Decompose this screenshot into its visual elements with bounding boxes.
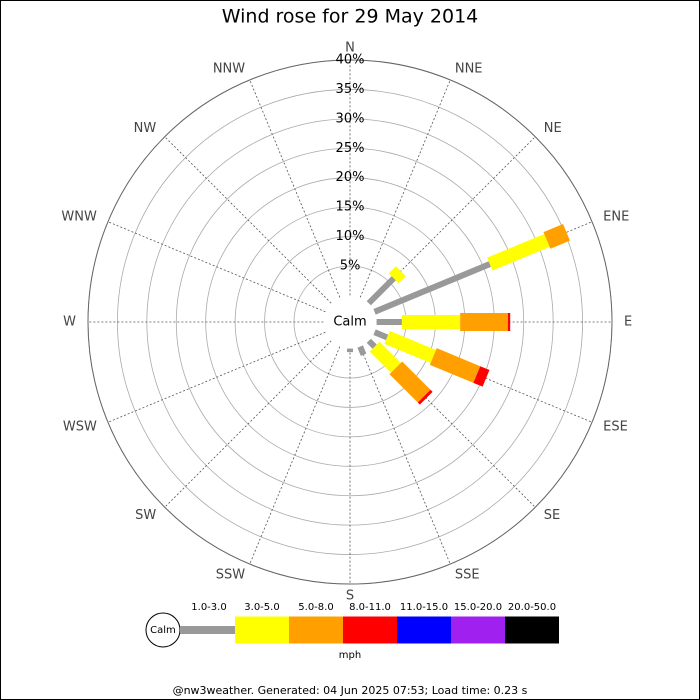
bar-segment <box>487 233 550 271</box>
spoke <box>164 136 332 304</box>
legend-label: 11.0-15.0 <box>400 602 448 613</box>
bar-segment <box>543 224 570 249</box>
bar-segment <box>384 330 436 363</box>
legend-title: mph <box>339 650 361 661</box>
r-tick-label: 25% <box>336 141 365 156</box>
legend-swatch <box>451 616 505 644</box>
legend-swatch <box>505 616 559 644</box>
bar-segment <box>366 338 377 349</box>
direction-label: N <box>345 41 355 56</box>
bar-segment <box>366 276 396 306</box>
spoke <box>368 136 536 304</box>
spoke <box>164 340 332 508</box>
direction-label: NNE <box>455 61 483 76</box>
bar-segment <box>473 366 490 387</box>
legend-swatch <box>180 626 235 634</box>
spoke <box>249 346 341 565</box>
calm-circle <box>324 296 376 348</box>
direction-label: SW <box>135 508 156 523</box>
spoke <box>359 346 451 565</box>
r-tick-label: 15% <box>336 200 365 215</box>
bar-segment <box>388 266 406 284</box>
legend-label: 15.0-20.0 <box>454 602 502 613</box>
r-tick-label: 10% <box>336 229 365 244</box>
spoke <box>107 331 326 423</box>
bar-segment <box>429 348 481 383</box>
legend-swatch <box>397 616 451 644</box>
legend-swatch <box>235 616 289 644</box>
direction-label: SSE <box>455 568 480 583</box>
direction-label: S <box>346 589 354 604</box>
legend-label: 1.0-3.0 <box>191 602 226 613</box>
direction-label: WNW <box>61 210 97 225</box>
chart-title: Wind rose for 29 May 2014 <box>222 6 479 28</box>
direction-label: NE <box>544 121 562 136</box>
direction-label: SE <box>544 508 560 523</box>
spoke <box>359 79 451 298</box>
spoke <box>107 221 326 313</box>
direction-label: E <box>624 315 632 330</box>
bar-segment <box>417 389 433 405</box>
bar-segment <box>373 261 491 315</box>
direction-label: WSW <box>63 419 97 434</box>
r-tick-label: 35% <box>336 82 365 97</box>
footer: @nw3weather. Generated: 04 Jun 2025 07:5… <box>173 684 528 697</box>
legend-label: 3.0-5.0 <box>244 602 279 613</box>
direction-label: ESE <box>603 419 628 434</box>
r-tick-label: 5% <box>340 258 361 273</box>
direction-label: NW <box>134 121 157 136</box>
legend-swatch <box>343 616 397 644</box>
spoke <box>249 79 341 298</box>
direction-label: NNW <box>213 61 245 76</box>
legend-label: 8.0-11.0 <box>349 602 391 613</box>
r-tick-label: 40% <box>336 53 365 68</box>
legend-label: 5.0-8.0 <box>298 602 333 613</box>
r-tick-label: 30% <box>336 111 365 126</box>
legend-label: 20.0-50.0 <box>508 602 556 613</box>
grid-ring <box>175 147 525 497</box>
bar-segment <box>389 361 431 403</box>
direction-label: ENE <box>603 210 629 225</box>
direction-label: SSW <box>216 568 246 583</box>
legend-swatch <box>289 616 343 644</box>
spoke <box>368 340 536 508</box>
calm-label: Calm <box>333 315 366 330</box>
bar-segment <box>373 329 389 341</box>
legend-calm-label: Calm <box>150 625 176 636</box>
direction-label: W <box>63 315 76 330</box>
bar-segment <box>357 345 367 356</box>
r-tick-label: 20% <box>336 170 365 185</box>
outer-ring <box>87 59 613 585</box>
bar-segment <box>369 341 401 373</box>
